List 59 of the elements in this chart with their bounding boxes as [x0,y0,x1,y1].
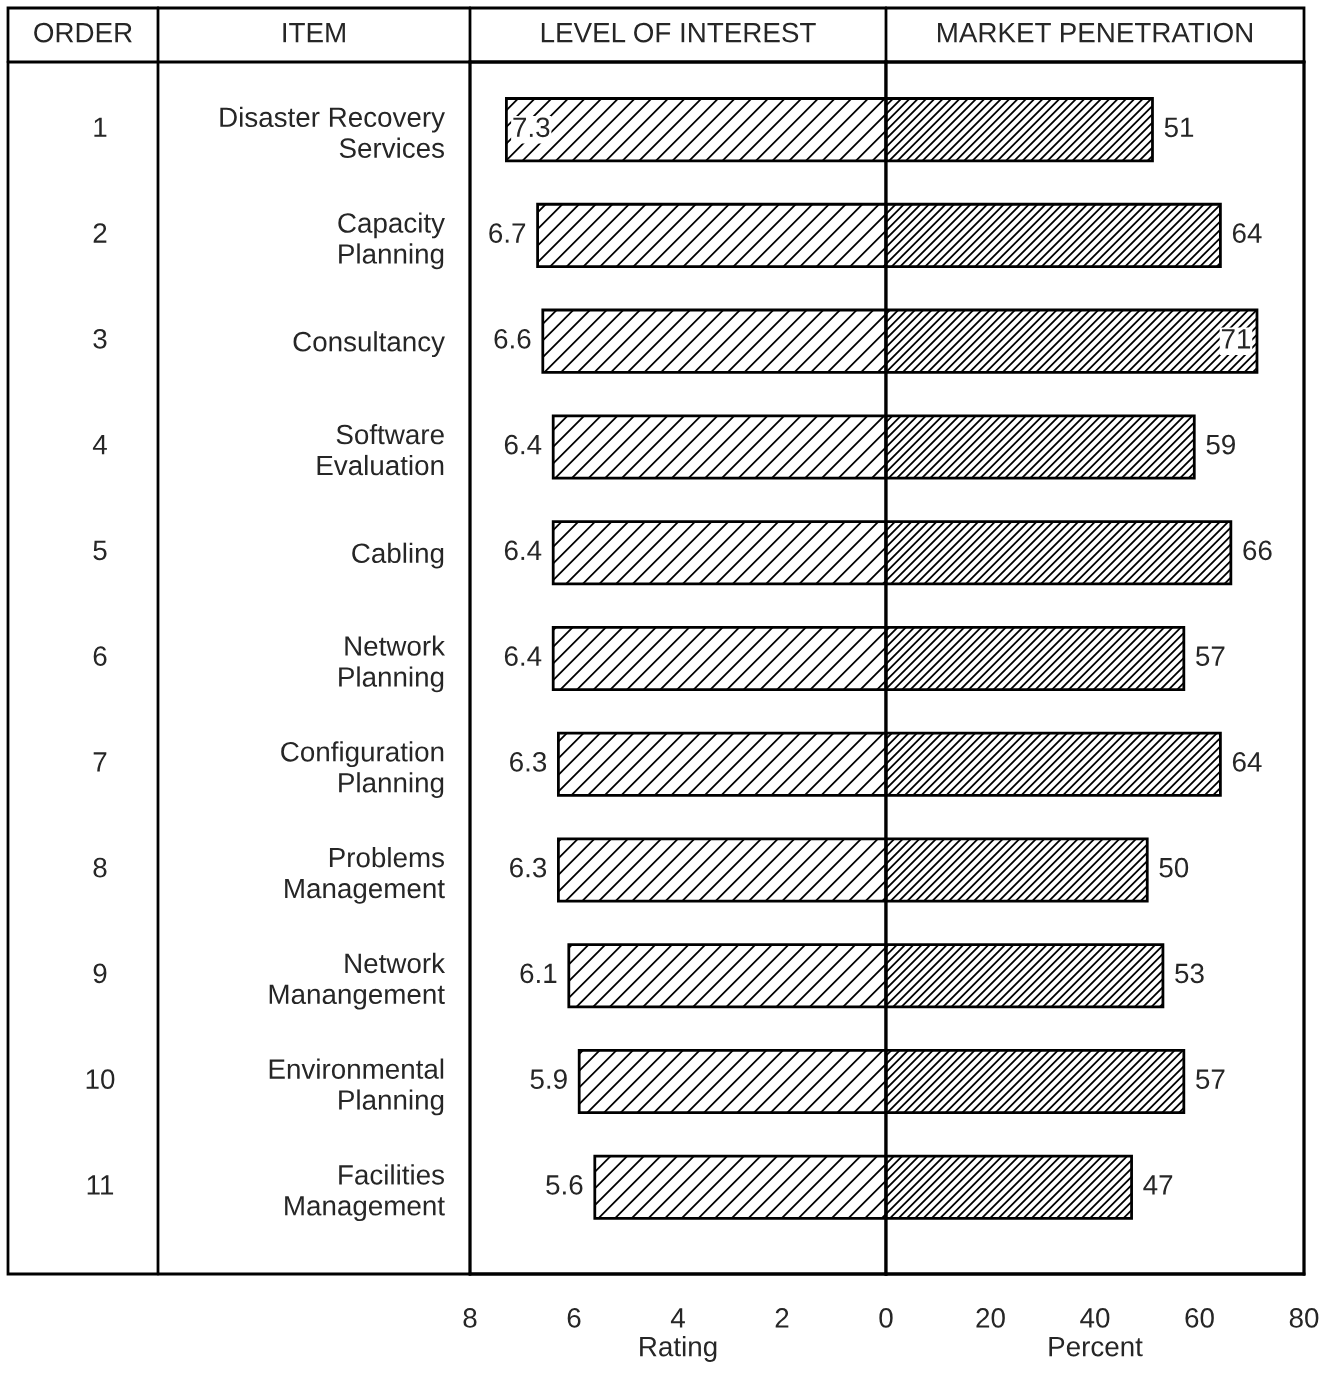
y-tick-label: Network Manangement [269,952,446,1010]
y-tick-label: Problems Management [285,846,445,904]
data-label: 57 [1196,646,1225,666]
data-label: 5.6 [546,1175,583,1195]
x-tick-label: 40 [1080,1308,1110,1328]
text: 6 [93,646,107,666]
text: 5 [93,540,107,561]
data-label: 53 [1175,963,1204,984]
data-label: 47 [1143,1175,1173,1195]
text: 2 [93,223,107,243]
text: 3 [93,328,107,349]
data-label: 71 [1221,329,1251,349]
data-label: 6.7 [489,223,526,243]
text: 4 [92,435,107,455]
x-tick-label: 80 [1289,1308,1319,1328]
data-label: 51 [1164,117,1194,138]
text: 9 [93,963,107,984]
y-tick-label: Consultancy [293,331,445,358]
x-axis-title: Rating [640,1336,717,1362]
x-axis-title: Percent [1049,1337,1143,1357]
text: ITEM [283,23,345,43]
data-label: 50 [1159,857,1189,878]
text: ORDER [34,22,132,43]
chart-title: LEVEL OF INTEREST [541,22,816,43]
chart-title: MARKET PENETRATION [938,22,1252,43]
y-tick-label: Configuration Planning [281,741,444,799]
data-label: 6.3 [510,752,547,772]
data-label: 7.3 [513,117,550,138]
y-tick-label: Cabling [352,542,444,569]
y-tick-label: Disaster Recovery Services [220,106,445,158]
data-label: 64 [1232,223,1262,243]
text: 7 [93,752,107,772]
y-tick-label: Capacity Planning [338,212,445,270]
x-tick-label: 20 [976,1308,1005,1328]
y-tick-label: Software Evaluation [317,423,444,476]
x-tick-label: 6 [567,1308,581,1328]
x-tick-label: 2 [775,1308,789,1328]
data-label: 59 [1206,434,1235,455]
data-label: 6.1 [520,963,557,984]
y-tick-label: Environmental Planning [269,1058,444,1116]
data-label: 64 [1232,752,1262,772]
x-tick-label: 0 [879,1308,893,1328]
data-label: 6.6 [494,328,531,349]
data-label: 6.4 [504,646,542,666]
data-label: 6.4 [504,540,542,561]
data-label: 5.9 [530,1069,567,1089]
data-label: 6.3 [510,857,547,878]
data-label: 66 [1243,540,1272,561]
text: 11 [87,1175,114,1195]
y-tick-label: Network Planning [339,635,446,693]
y-tick-label: Facilities Management [285,1164,445,1222]
x-tick-label: 8 [463,1308,477,1328]
text: 1 [94,117,107,137]
x-tick-label: 60 [1185,1308,1214,1328]
text: 8 [93,857,107,878]
x-tick-label: 4 [670,1308,685,1328]
data-label: 57 [1196,1069,1225,1089]
text: 10 [86,1069,115,1089]
data-label: 6.4 [504,434,542,455]
